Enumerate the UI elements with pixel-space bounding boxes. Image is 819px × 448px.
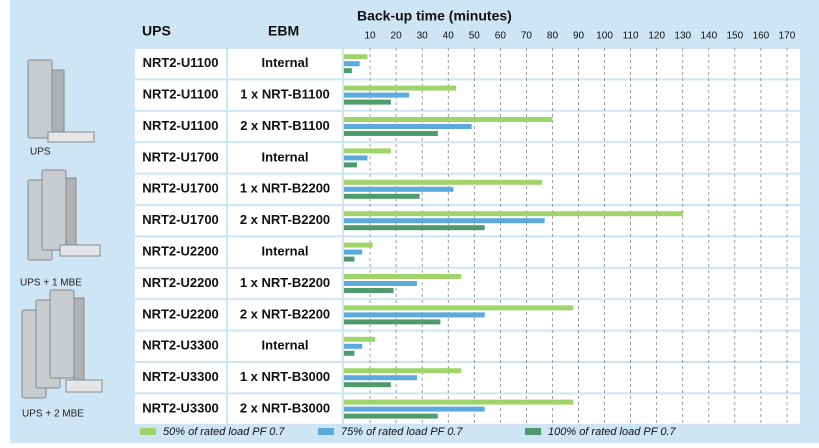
legend-label: 50% of rated load PF 0.7 — [163, 426, 285, 438]
ebm-config: Internal — [262, 338, 309, 353]
x-tick-label: 140 — [700, 31, 717, 42]
legend-label: 100% of rated load PF 0.7 — [548, 426, 676, 438]
bar — [344, 288, 394, 293]
bar — [344, 368, 461, 373]
ups-model: NRT2-U3300 — [142, 369, 219, 384]
x-tick-label: 30 — [417, 31, 429, 42]
bar — [344, 61, 360, 66]
bar — [344, 162, 357, 167]
x-tick-label: 80 — [547, 31, 559, 42]
bar — [344, 351, 354, 356]
ebm-config: Internal — [262, 244, 309, 259]
ups-model: NRT2-U1100 — [143, 118, 219, 133]
ebm-config: 2 x NRT-B2200 — [240, 212, 330, 227]
x-tick-label: 70 — [521, 31, 533, 42]
ups-model: NRT2-U1700 — [142, 181, 219, 196]
x-tick-label: 150 — [727, 31, 744, 42]
x-tick-label: 60 — [495, 31, 507, 42]
bar — [344, 305, 573, 310]
bar — [344, 100, 391, 105]
plot-row — [344, 237, 800, 266]
x-tick-label: 170 — [779, 31, 796, 42]
bar — [344, 68, 352, 73]
bar — [344, 225, 485, 230]
bar — [344, 337, 375, 342]
legend-label: 75% of rated load PF 0.7 — [341, 426, 463, 438]
bar — [344, 155, 367, 160]
ebm-config: 2 x NRT-B3000 — [240, 401, 330, 416]
bar — [344, 180, 542, 185]
illustration-label: UPS + 2 MBE — [22, 409, 84, 420]
x-tick-label: 120 — [648, 31, 665, 42]
ebm-config: Internal — [262, 149, 309, 164]
left-margin — [0, 0, 10, 443]
bar — [344, 243, 373, 248]
chart: UPS EBM Back-up time (minutes) 10 20 30 40 50 60… — [0, 0, 819, 443]
plot-row — [344, 143, 800, 172]
bar — [344, 319, 440, 324]
x-tick-label: 160 — [753, 31, 770, 42]
ups-model: NRT2-U3300 — [142, 401, 219, 416]
bar — [344, 194, 420, 199]
x-tick-label: 110 — [623, 31, 639, 42]
ups-model: NRT2-U1100 — [143, 55, 219, 70]
plot-row — [344, 49, 800, 78]
chart-title: Back-up time (minutes) — [357, 8, 512, 24]
bar — [344, 117, 552, 122]
ups-model: NRT2-U1700 — [142, 149, 219, 164]
bar — [344, 148, 391, 153]
ups-model: NRT2-U3300 — [142, 338, 219, 353]
bar — [344, 375, 417, 380]
x-tick-label: 20 — [391, 31, 403, 42]
illustration-label: UPS — [30, 147, 51, 158]
x-tick-label: 40 — [443, 31, 455, 42]
ebm-config: 1 x NRT-B3000 — [240, 369, 330, 384]
x-tick-label: 90 — [573, 31, 585, 42]
ebm-config: Internal — [262, 55, 309, 70]
ups-model: NRT2-U2200 — [142, 244, 219, 259]
x-tick-label: 10 — [364, 31, 376, 42]
bar — [344, 54, 367, 59]
bar — [344, 218, 545, 223]
column-header: EBM — [268, 23, 299, 39]
x-tick-label: 100 — [596, 31, 613, 42]
plot-row — [344, 80, 800, 109]
legend-swatch — [525, 428, 541, 435]
ebm-config: 2 x NRT-B1100 — [240, 118, 330, 133]
bar — [344, 312, 485, 317]
bar — [344, 407, 485, 412]
illustration-label: UPS + 1 MBE — [20, 278, 82, 289]
legend-swatch — [318, 428, 334, 435]
column-header: UPS — [142, 23, 171, 39]
bar — [344, 211, 683, 216]
ups-model: NRT2-U2200 — [142, 306, 219, 321]
bar — [344, 382, 391, 387]
legend-swatch — [140, 428, 156, 435]
x-tick-label: 50 — [469, 31, 481, 42]
bar — [344, 414, 438, 419]
ebm-config: 2 x NRT-B2200 — [240, 306, 330, 321]
ups-model: NRT2-U1100 — [143, 87, 219, 102]
bar — [344, 250, 362, 255]
ebm-config: 1 x NRT-B1100 — [240, 87, 330, 102]
plot-row — [344, 332, 800, 361]
bar — [344, 93, 409, 98]
bar — [344, 400, 573, 405]
bar — [344, 344, 362, 349]
bar — [344, 257, 354, 262]
x-tick-label: 130 — [674, 31, 691, 42]
bar — [344, 187, 453, 192]
bar — [344, 124, 472, 129]
bar — [344, 86, 456, 91]
ups-model: NRT2-U1700 — [142, 212, 219, 227]
ups-model: NRT2-U2200 — [142, 275, 219, 290]
ebm-config: 1 x NRT-B2200 — [240, 275, 330, 290]
ebm-config: 1 x NRT-B2200 — [240, 181, 330, 196]
bar — [344, 281, 417, 286]
bar — [344, 274, 461, 279]
bar — [344, 131, 438, 136]
